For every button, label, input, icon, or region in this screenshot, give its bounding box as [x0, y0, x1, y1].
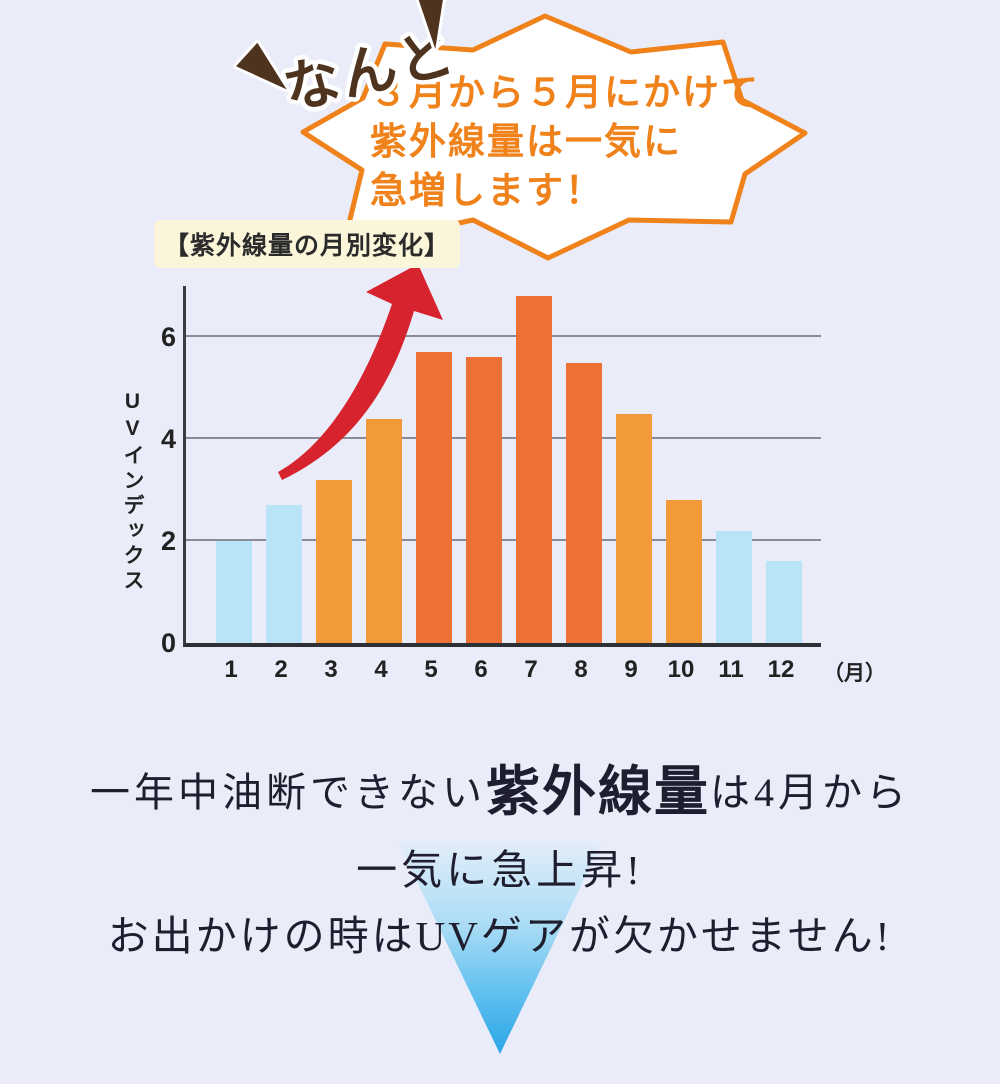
emphasis-dash-right-icon [412, 0, 447, 52]
bar-month-11 [716, 530, 752, 643]
plot-area: 0 2 4 6 [161, 286, 821, 657]
footer-line-2: 一気に急上昇! [356, 847, 644, 893]
bubble-line-1: ３月から５月にかけて [370, 72, 760, 113]
gridline-y2 [186, 539, 821, 541]
x-tick-4: 4 [374, 656, 388, 683]
y-tick-2: 2 [160, 526, 176, 557]
y-tick-0: 0 [160, 628, 176, 658]
y-axis-title: UVインデックス [121, 390, 144, 594]
footer-line-3: お出かけの時はUVゲアが欠かせません! [107, 913, 893, 959]
bar-month-6 [466, 357, 502, 643]
x-tick-6: 6 [474, 656, 488, 683]
footer-line-1: 一年中油断できない紫外線量は4月から [0, 765, 1000, 819]
bar-month-8 [566, 362, 602, 643]
bubble-line-2: 紫外線量は一気に [370, 121, 682, 163]
chart-title: 【紫外線量の月別変化】 [154, 220, 461, 268]
x-tick-3: 3 [324, 656, 338, 683]
bar-month-1 [216, 541, 252, 643]
footer-caption: 一年中油断できない紫外線量は4月から 一気に急上昇! お出かけの時はUVゲアが欠… [0, 765, 1000, 957]
bar-month-3 [316, 479, 352, 643]
x-tick-11: 11 [718, 656, 744, 683]
x-axis-labels: 1 2 3 4 5 6 7 8 9 10 11 12 （月） [183, 656, 886, 690]
x-tick-10: 10 [667, 656, 695, 683]
gridline-y6 [186, 335, 821, 337]
bar-month-7 [516, 296, 552, 643]
y-tick-6: 6 [160, 322, 176, 352]
footer-line1-pre: 一年中油断できない [90, 770, 486, 815]
bar-month-9 [616, 413, 652, 643]
burst-speech-bubble [300, 13, 808, 261]
footer-line1-post: は4月から [710, 770, 910, 815]
x-tick-9: 9 [624, 656, 638, 683]
bubble-line-3: 急増します！ [370, 170, 604, 212]
footer-line1-emphasis: 紫外線量 [486, 762, 710, 822]
x-tick-5: 5 [424, 656, 438, 683]
nanto-exclamation: なんと [233, 0, 466, 126]
x-tick-8: 8 [574, 656, 588, 683]
x-tick-2: 2 [274, 656, 288, 683]
y-tick-4: 4 [160, 424, 176, 455]
emphasis-dash-left-icon [233, 39, 290, 93]
burst-outline [300, 13, 808, 261]
bubble-text: ３月から５月にかけて 紫外線量は一気に 急増します！ [370, 68, 760, 216]
bar-month-2 [266, 505, 302, 643]
bar-month-12 [766, 561, 802, 643]
rising-arrow-icon [278, 264, 443, 480]
x-tick-12: 12 [767, 656, 795, 683]
x-tick-7: 7 [524, 656, 538, 683]
x-axis-unit: （月） [823, 662, 886, 685]
bar-month-10 [666, 500, 702, 643]
x-tick-1: 1 [224, 656, 238, 683]
rising-arrow-path [278, 264, 443, 480]
bars-group [186, 286, 821, 643]
bar-month-4 [366, 418, 402, 643]
gridline-y4 [186, 437, 821, 439]
bar-month-5 [416, 352, 452, 643]
